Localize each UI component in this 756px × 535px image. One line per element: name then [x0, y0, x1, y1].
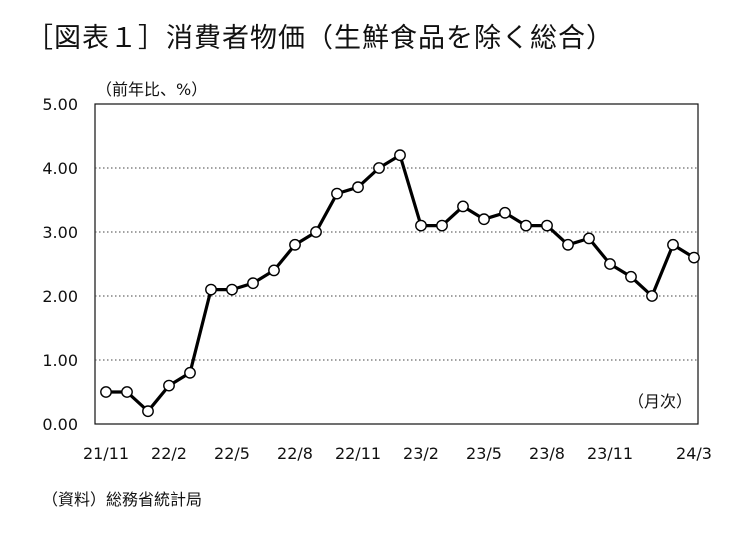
x-tick-label: 22/2 [151, 444, 187, 463]
data-point [520, 219, 532, 232]
data-point [331, 187, 343, 200]
data-point [415, 219, 427, 232]
gridlines [95, 167, 698, 361]
y-tick-label: 1.00 [42, 351, 78, 370]
data-point [121, 386, 133, 398]
data-point [499, 206, 511, 219]
y-axis-ticks: 5.00 4.00 3.00 2.00 1.00 0.00 [42, 95, 78, 434]
data-point [352, 181, 364, 194]
data-point [394, 149, 406, 162]
x-tick-label: 23/2 [403, 444, 439, 463]
data-points [100, 149, 700, 418]
x-tick-label: 24/3 [676, 444, 712, 463]
x-tick-label: 22/8 [277, 444, 313, 463]
x-tick-label: 21/11 [83, 444, 129, 463]
x-axis-ticks: 21/11 22/2 22/5 22/8 22/11 23/2 23/5 23/8 23/11 2… [83, 444, 712, 463]
data-point [604, 258, 616, 270]
data-point [268, 264, 280, 277]
data-point [373, 162, 385, 174]
y-axis-unit-label: （前年比、%） [96, 80, 208, 99]
data-point [583, 232, 595, 245]
x-tick-label: 23/5 [466, 444, 502, 463]
data-point [163, 379, 175, 392]
x-tick-label: 22/5 [214, 444, 250, 463]
data-point [100, 386, 112, 398]
data-point [562, 238, 574, 251]
x-tick-label: 22/11 [335, 444, 381, 463]
data-point [667, 238, 679, 251]
data-point [646, 290, 658, 302]
data-point [310, 226, 322, 238]
chart-title: ［図表１］消費者物価（生鮮食品を除く総合） [26, 23, 614, 54]
y-tick-label: 5.00 [42, 95, 78, 114]
x-axis-label: （月次） [628, 392, 692, 411]
y-tick-label: 2.00 [42, 287, 78, 306]
source-note: （資料）総務省統計局 [42, 490, 203, 509]
y-tick-label: 3.00 [42, 223, 78, 242]
data-point [478, 213, 490, 226]
data-point [688, 251, 700, 264]
x-tick-label: 23/11 [587, 444, 633, 463]
data-point [625, 270, 637, 283]
data-point [436, 219, 448, 232]
data-point [142, 405, 154, 418]
data-point [541, 219, 553, 232]
data-point [205, 283, 217, 296]
y-tick-label: 0.00 [42, 415, 78, 434]
x-tick-label: 23/8 [529, 444, 565, 463]
data-point [457, 200, 469, 213]
data-point [184, 366, 196, 379]
plot-area [94, 103, 699, 425]
data-point [226, 283, 238, 296]
y-tick-label: 4.00 [42, 159, 78, 178]
data-point [289, 238, 301, 251]
data-point [247, 277, 259, 290]
